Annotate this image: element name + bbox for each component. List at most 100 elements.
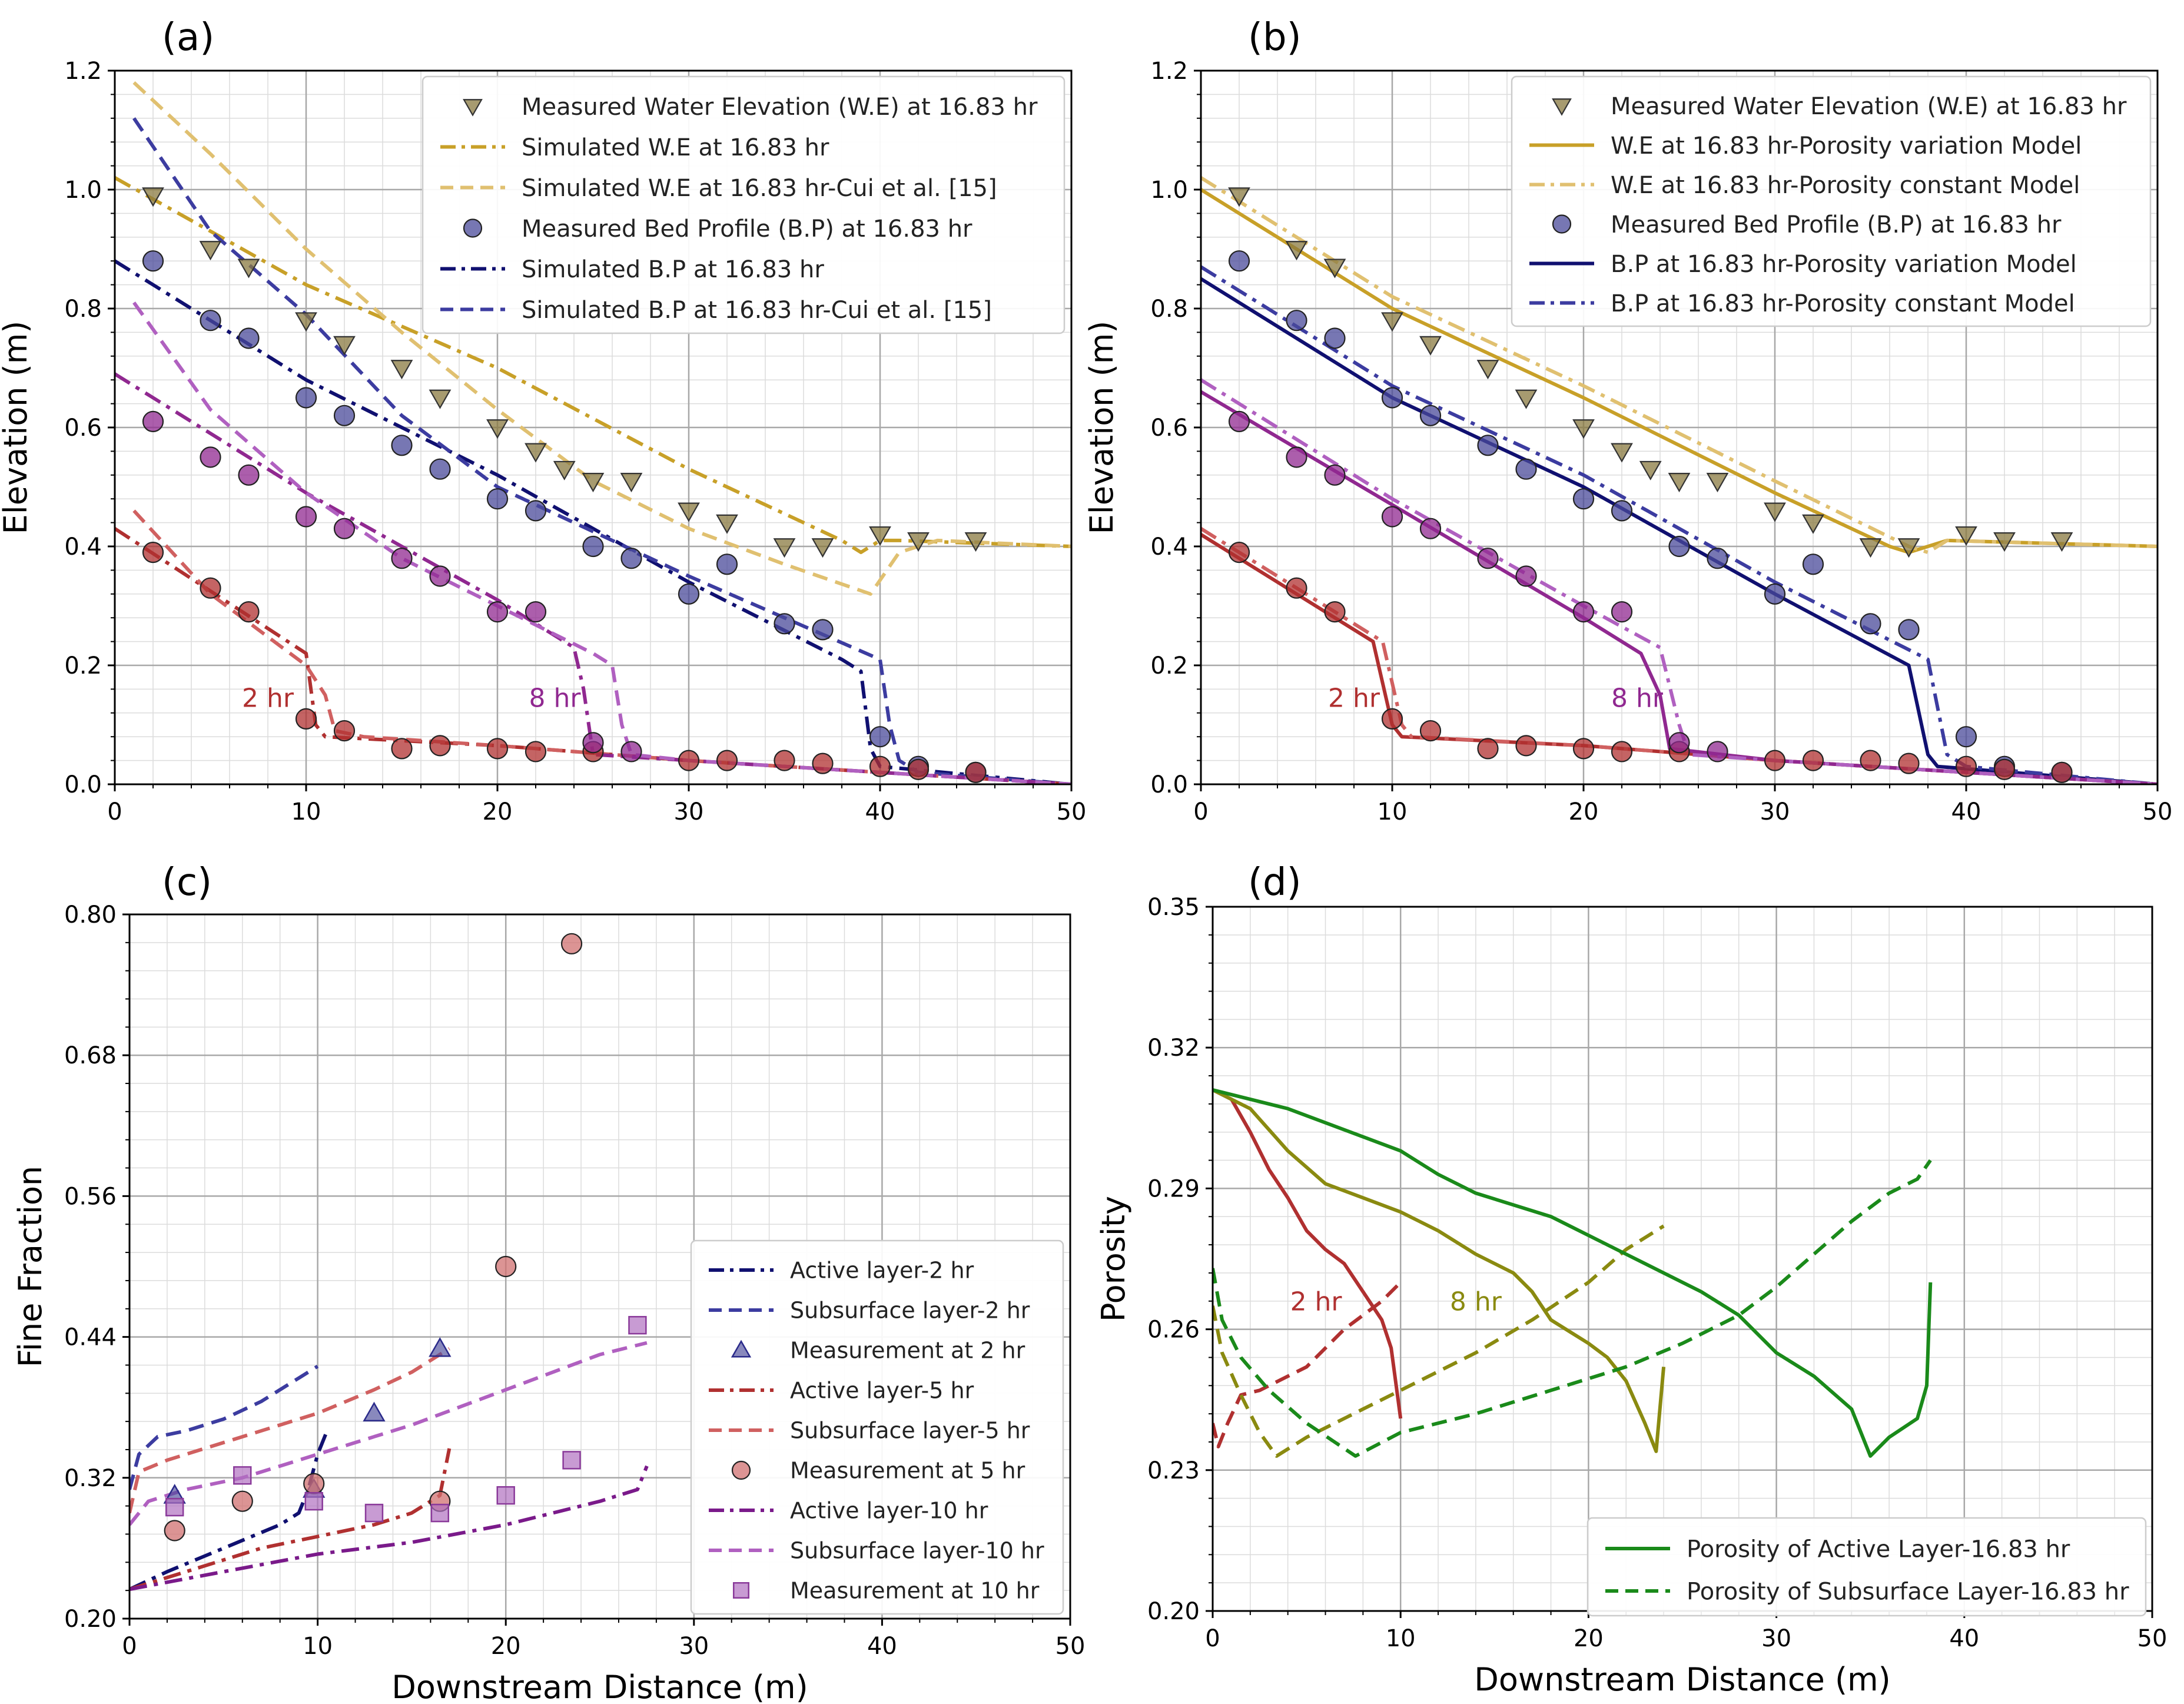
series-measured-b-p-point — [1611, 500, 1633, 522]
series-measured-w-e-point — [1228, 187, 1250, 207]
legend-entry-label: Measured Bed Profile (B.P) at 16.83 hr — [522, 216, 972, 243]
y-tick-label: 0.80 — [64, 901, 117, 929]
y-tick-label: 0.29 — [1147, 1175, 1200, 1202]
series-measured-b-p-point — [582, 535, 604, 558]
series-measured-b-p-point — [620, 548, 642, 569]
series-measured-w-e-point — [525, 443, 547, 463]
legend-entry-label: Active layer-10 hr — [790, 1498, 988, 1524]
series-measured-w-e-point — [486, 419, 509, 439]
series-measured-b-p-point — [525, 500, 547, 522]
series-measured-b-p-point — [678, 583, 700, 605]
series-measured-8-hr-point — [1324, 464, 1346, 486]
legend-swatch-marker — [463, 99, 483, 117]
series-measured-2-hr-point — [1324, 601, 1346, 623]
axis-ticks: 0 10 20 30 40 50 0.0 0.2 0.4 0.6 0.8 1.0 1.2 — [64, 58, 1086, 826]
series-measured-b-p-point — [1286, 310, 1307, 331]
axis-ticks: 0 10 20 30 40 50 0.0 0.2 0.4 0.6 0.8 1.0 1.2 — [1150, 58, 2172, 826]
legend: Measured Water Elevation (W.E) at 16.83 … — [421, 75, 1066, 334]
series-measured-8-hr-point — [1419, 518, 1442, 539]
series-measurement-at-10-hr-point — [165, 1497, 184, 1517]
y-tick-label: 0.0 — [64, 771, 102, 798]
series-measured-b-p-point — [774, 613, 795, 635]
series-measurement-at-5-hr-point — [164, 1520, 185, 1541]
x-tick-label: 30 — [1761, 1625, 1791, 1652]
y-axis-label: Elevation (m) — [1083, 321, 1120, 535]
legend-entry-label: Active layer-2 hr — [790, 1258, 974, 1284]
series-measured-w-e-point — [1639, 460, 1662, 480]
series-measured-w-e-point — [1572, 419, 1595, 439]
y-tick-label: 0.2 — [64, 652, 102, 679]
legend-swatch-marker — [731, 1460, 751, 1480]
series-measured-b-p-point — [295, 387, 317, 409]
series-porosity-of-subsurface-layer-16-83-hr-line — [1213, 1159, 1932, 1458]
series-measured-w-e-point — [1419, 336, 1442, 356]
series-measured-8-hr-point — [200, 446, 221, 468]
series-measured-8-hr-point — [1707, 741, 1728, 763]
series-measured-w-e-point — [390, 360, 413, 380]
series-measured-w-e-point — [582, 473, 605, 493]
series-measurement-at-5-hr-point — [495, 1255, 517, 1278]
series-measured-8-hr-point — [295, 506, 317, 528]
annotation-label: 2 hr — [1328, 684, 1380, 714]
series-measured-8-hr-point — [1477, 548, 1499, 569]
y-tick-label: 0.32 — [1147, 1035, 1200, 1062]
series-measurement-at-5-hr-point — [231, 1490, 253, 1512]
series-8-hr-constant-line — [1201, 378, 2158, 784]
x-tick-label: 30 — [1760, 798, 1790, 826]
series-active-layer-2-hr-line — [130, 1430, 329, 1591]
legend-entry-label: B.P at 16.83 hr-Porosity constant Model — [1611, 290, 2075, 317]
x-tick-label: 20 — [483, 798, 513, 826]
series-measured-b-p-point — [1668, 535, 1690, 558]
legend-box — [421, 75, 1066, 334]
chart-panel-3: 0 10 20 30 40 50 0.20 0.32 0.44 0.56 0.68 0.80 Fine … — [12, 861, 1085, 1704]
legend-entry-label: B.P at 16.83 hr-Porosity variation Model — [1611, 251, 2077, 278]
series-measured-8-hr-point — [1286, 446, 1307, 468]
series-measured-2-hr-point — [1802, 750, 1824, 771]
legend-entry-label: Measurement at 2 hr — [790, 1338, 1025, 1364]
x-tick-label: 10 — [1378, 798, 1408, 826]
series-measured-w-e-point — [773, 538, 796, 558]
panel-label: (d) — [1248, 861, 1302, 904]
series-measurement-at-2-hr-point — [363, 1401, 386, 1422]
x-tick-label: 0 — [1193, 798, 1208, 826]
x-tick-label: 40 — [865, 798, 895, 826]
x-tick-label: 20 — [491, 1633, 521, 1660]
series-measured-w-e-point — [1381, 312, 1403, 332]
legend-entry-label: W.E at 16.83 hr-Porosity constant Model — [1611, 172, 2080, 199]
y-tick-label: 0.4 — [64, 533, 102, 561]
series-subsurface-2-hr-line — [1213, 1281, 1402, 1448]
y-tick-label: 0.20 — [1147, 1598, 1200, 1625]
series-measured-b-p-point — [1228, 250, 1250, 272]
series-measured-w-e-point — [1859, 538, 1882, 558]
series-measured-b-p-point — [1707, 548, 1728, 569]
series-measured-8-hr-point — [525, 601, 547, 623]
x-tick-label: 20 — [1569, 798, 1599, 826]
series-group — [1213, 1088, 1933, 1458]
series-measured-2-hr-point — [1860, 750, 1881, 771]
legend-entry-label: Subsurface layer-2 hr — [790, 1298, 1030, 1324]
panel-label: (a) — [162, 16, 214, 59]
x-tick-label: 40 — [1949, 1625, 1979, 1652]
series-active-layer-5-hr-line — [130, 1448, 452, 1592]
y-tick-label: 0.44 — [64, 1324, 117, 1351]
series-porosity-of-active-layer-16-83-hr-line — [1213, 1088, 1933, 1458]
y-tick-label: 1.2 — [1150, 58, 1188, 85]
series-measured-b-p-point — [1764, 583, 1786, 605]
legend-swatch-marker — [463, 218, 483, 238]
legend: Porosity of Active Layer-16.83 hr Porosit… — [1586, 1517, 2147, 1617]
y-tick-label: 0.6 — [64, 415, 102, 442]
y-axis-label: Fine Fraction — [12, 1166, 49, 1367]
series-measured-2-hr-point — [716, 750, 738, 771]
x-tick-label: 0 — [107, 798, 122, 826]
series-measured-8-hr-point — [1668, 732, 1690, 754]
legend-entry-label: W.E at 16.83 hr-Porosity variation Model — [1611, 132, 2082, 160]
axis-ticks: 0 10 20 30 40 50 0.20 0.32 0.44 0.56 0.68 0.80 — [64, 901, 1086, 1660]
y-tick-label: 0.8 — [64, 296, 102, 323]
chart-panel-4: 0 10 20 30 40 50 0.20 0.23 0.26 0.29 0.32 0.35 Poros… — [1095, 861, 2167, 1698]
series-measured-2-hr-point — [486, 738, 509, 760]
series-measured-b-p-point — [1802, 553, 1824, 575]
legend-entry-label: Measurement at 10 hr — [790, 1578, 1040, 1604]
x-tick-label: 0 — [122, 1633, 137, 1660]
series-measured-w-e-point — [2050, 532, 2073, 552]
y-tick-label: 0.6 — [1150, 415, 1188, 442]
